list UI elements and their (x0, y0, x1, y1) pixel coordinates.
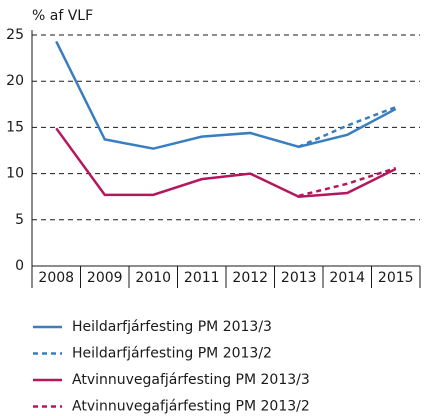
legend-label: Atvinnuvegafjárfesting PM 2013/3 (72, 372, 310, 388)
y-tick-label: 25 (6, 27, 24, 43)
y-axis-label: % af VLF (32, 8, 93, 24)
y-tick-label: 5 (15, 212, 24, 228)
series-line (298, 166, 397, 197)
x-tick-label: 2015 (378, 270, 414, 286)
y-tick-label: 20 (6, 73, 24, 89)
y-tick-label: 10 (6, 166, 24, 182)
y-tick-label: 15 (6, 119, 24, 135)
legend-label: Heildarfjárfesting PM 2013/2 (72, 346, 272, 362)
x-tick-label: 2011 (184, 270, 220, 286)
legend-label: Heildarfjárfesting PM 2013/3 (72, 319, 272, 335)
y-tick-label: 0 (15, 258, 24, 274)
legend-label: Atvinnuvegafjárfesting PM 2013/2 (72, 399, 310, 415)
x-tick-label: 2013 (281, 270, 317, 286)
series-line (55, 127, 397, 198)
x-tick-label: 2012 (232, 270, 268, 286)
series-line (55, 40, 397, 150)
x-tick-label: 2008 (38, 270, 74, 286)
x-tick-label: 2014 (329, 270, 365, 286)
x-tick-label: 2009 (87, 270, 123, 286)
x-tick-label: 2010 (135, 270, 171, 286)
